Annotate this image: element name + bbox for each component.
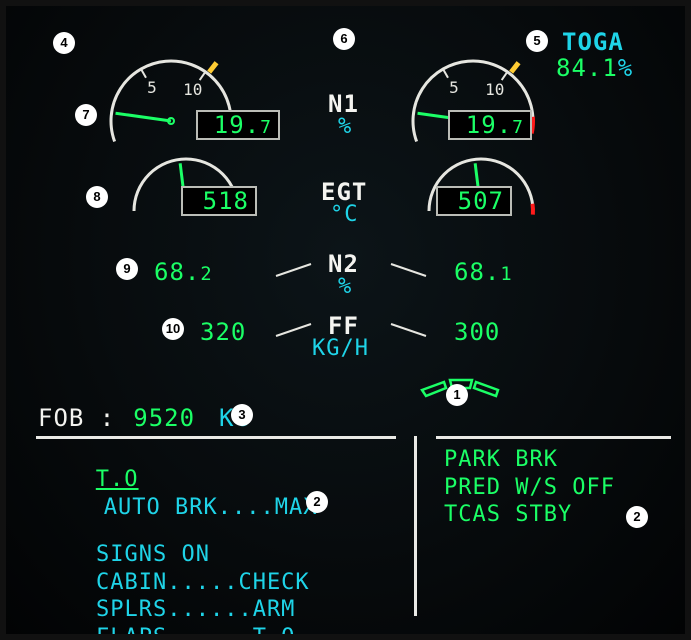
- center-chevrons: [256, 258, 446, 348]
- ff-value-left: 320: [200, 318, 246, 346]
- fob-value: 9520: [133, 404, 195, 432]
- egt-unit: °C: [330, 202, 359, 227]
- callout-6: 6: [333, 28, 355, 50]
- svg-text:10: 10: [183, 80, 202, 99]
- memo-left-line-3: SPLRS......ARM: [38, 596, 338, 624]
- callout-9: 9: [116, 258, 138, 280]
- ecam-upper-display: TOGA 84.1% N1 % EGT °C N2 % FF KG/H 510 …: [0, 0, 691, 640]
- callout-5: 5: [526, 30, 548, 52]
- ff-value-right: 300: [454, 318, 500, 346]
- callout-4: 4: [53, 32, 75, 54]
- svg-text:5: 5: [147, 78, 157, 97]
- egt-value-right: 507: [436, 186, 512, 216]
- memo-right-line-1: PRED W/S OFF: [444, 474, 615, 502]
- memo-divider-left: [36, 436, 396, 439]
- callout-10: 10: [162, 318, 184, 340]
- fob-row: FOB : 9520 KG: [38, 404, 250, 432]
- thrust-limit-value: 84.1%: [556, 54, 633, 82]
- callout-2b: 2: [626, 506, 648, 528]
- callout-3: 3: [231, 404, 253, 426]
- fob-label: FOB :: [38, 404, 115, 432]
- memo-divider-vertical: [414, 436, 417, 616]
- callout-1: 1: [446, 384, 468, 406]
- memo-right-line-0: PARK BRK: [444, 446, 615, 474]
- svg-text:5: 5: [449, 78, 459, 97]
- memo-left-line-2: CABIN.....CHECK: [38, 569, 338, 597]
- n1-value-right: 19.7: [448, 110, 532, 140]
- svg-text:10: 10: [485, 80, 504, 99]
- callout-8: 8: [86, 186, 108, 208]
- n1-unit: %: [338, 114, 352, 139]
- callout-7: 7: [75, 104, 97, 126]
- n2-value-left: 68.2: [154, 258, 213, 286]
- n2-value-right: 68.1: [454, 258, 513, 286]
- memo-left-heading: T.O: [96, 467, 139, 492]
- memo-divider-right: [436, 436, 671, 439]
- egt-value-left: 518: [181, 186, 257, 216]
- memo-left-line-4: FLAPS......T.O: [38, 624, 338, 640]
- n1-value-left: 19.7: [196, 110, 280, 140]
- memo-left-line-1: SIGNS ON: [38, 541, 338, 569]
- memo-right-line-2: TCAS STBY: [444, 501, 615, 529]
- memo-left-line-0: AUTO BRK....MAX: [104, 495, 318, 520]
- memo-right: PARK BRK PRED W/S OFF TCAS STBY: [444, 446, 615, 529]
- memo-left: T.O AUTO BRK....MAX SIGNS ON CABIN.....C…: [38, 446, 338, 640]
- thrust-mode-label: TOGA: [562, 28, 624, 56]
- callout-2a: 2: [306, 491, 328, 513]
